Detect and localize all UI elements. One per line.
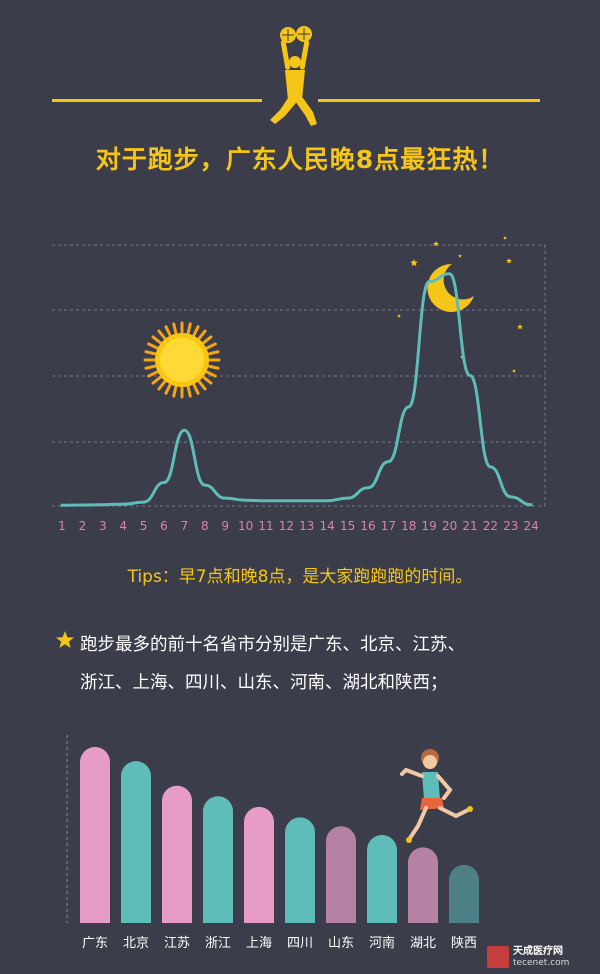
hour-tick-label: 2 — [79, 519, 87, 533]
bar-category-label: 北京 — [123, 936, 149, 951]
bar — [80, 747, 110, 923]
hour-tick-label: 21 — [462, 519, 477, 533]
star-icon — [433, 241, 439, 247]
star-icon — [517, 324, 523, 330]
bar-category-label: 山东 — [328, 936, 354, 951]
hour-tick-label: 9 — [221, 519, 229, 533]
crescent-moon-icon — [427, 263, 474, 312]
star-icon — [506, 258, 512, 264]
bar-category-label: 湖北 — [410, 936, 436, 951]
top10-line-2: 浙江、上海、四川、山东、河南、湖北和陕西； — [80, 673, 448, 693]
bar — [326, 826, 356, 923]
hour-tick-label: 6 — [160, 519, 168, 533]
hour-tick-label: 14 — [320, 519, 335, 533]
star-icon — [410, 259, 418, 267]
hour-tick-label: 11 — [258, 519, 273, 533]
hour-tick-label: 5 — [140, 519, 148, 533]
runner-icon — [400, 749, 473, 843]
hour-tick-label: 12 — [279, 519, 294, 533]
hour-tick-label: 7 — [181, 519, 189, 533]
bar-category-label: 浙江 — [205, 936, 231, 951]
hour-tick-label: 3 — [99, 519, 107, 533]
top10-text: 跑步最多的前十名省市分别是广东、北京、江苏、 浙江、上海、四川、山东、河南、湖北… — [80, 626, 560, 702]
sun-icon — [143, 321, 221, 399]
hourly-activity-line — [60, 272, 533, 507]
hour-tick-label: 20 — [442, 519, 457, 533]
bar — [408, 847, 438, 923]
hour-tick-label: 23 — [503, 519, 518, 533]
basketball-player-icon — [270, 26, 317, 126]
star-icon — [503, 236, 507, 240]
star-icon — [512, 369, 516, 373]
hour-tick-label: 18 — [401, 519, 416, 533]
bar-category-label: 上海 — [246, 936, 272, 951]
footer-logo-text: 天成医疗网 — [513, 946, 563, 957]
hour-tick-label: 22 — [483, 519, 498, 533]
tips-text: Tips：早7点和晚8点，是大家跑跑跑的时间。 — [127, 567, 473, 587]
bar-category-label: 四川 — [287, 936, 313, 951]
bar-category-label: 河南 — [369, 935, 395, 951]
footer-url: tecenet.com — [513, 958, 570, 968]
hour-tick-label: 24 — [524, 519, 539, 533]
bar — [285, 817, 315, 923]
hour-tick-label: 8 — [201, 519, 209, 533]
bar — [203, 796, 233, 923]
hour-tick-label: 17 — [381, 519, 396, 533]
hour-tick-label: 10 — [238, 519, 253, 533]
top-divider-left — [52, 99, 262, 102]
line-chart: 1 2 3 4 5 6 7 8 9 10 11 12 13 14 15 16 17 18 19 20 21 22 23 24 — [52, 236, 546, 533]
bar-chart: 广东 北京 江苏 浙江 上海 四川 山东 河南 湖北 陕西 — [66, 735, 479, 951]
top10-line-1: 跑步最多的前十名省市分别是广东、北京、江苏、 — [80, 635, 465, 655]
footer-logo-seal — [487, 946, 509, 968]
footer-logo: 天成医疗网 tecenet.com — [487, 946, 597, 970]
hour-tick-label: 19 — [422, 519, 437, 533]
top-divider-right — [318, 99, 540, 102]
headline: 对于跑步，广东人民晚8点最狂热！ — [95, 145, 505, 174]
star-icon — [397, 314, 401, 318]
hour-tick-label: 1 — [58, 519, 66, 533]
bar — [367, 835, 397, 923]
star-icon — [458, 254, 462, 258]
hour-tick-label: 16 — [360, 519, 375, 533]
star-icon — [56, 631, 74, 648]
bar-category-label: 广东 — [82, 936, 108, 951]
bar — [162, 785, 192, 923]
bar — [244, 806, 274, 923]
hour-tick-label: 13 — [299, 519, 314, 533]
bar-category-label: 江苏 — [164, 935, 190, 951]
hour-tick-label: 15 — [340, 519, 355, 533]
bar — [121, 761, 151, 923]
hour-tick-label: 4 — [119, 519, 127, 533]
bar-category-label: 陕西 — [451, 936, 477, 951]
bar — [449, 864, 479, 923]
